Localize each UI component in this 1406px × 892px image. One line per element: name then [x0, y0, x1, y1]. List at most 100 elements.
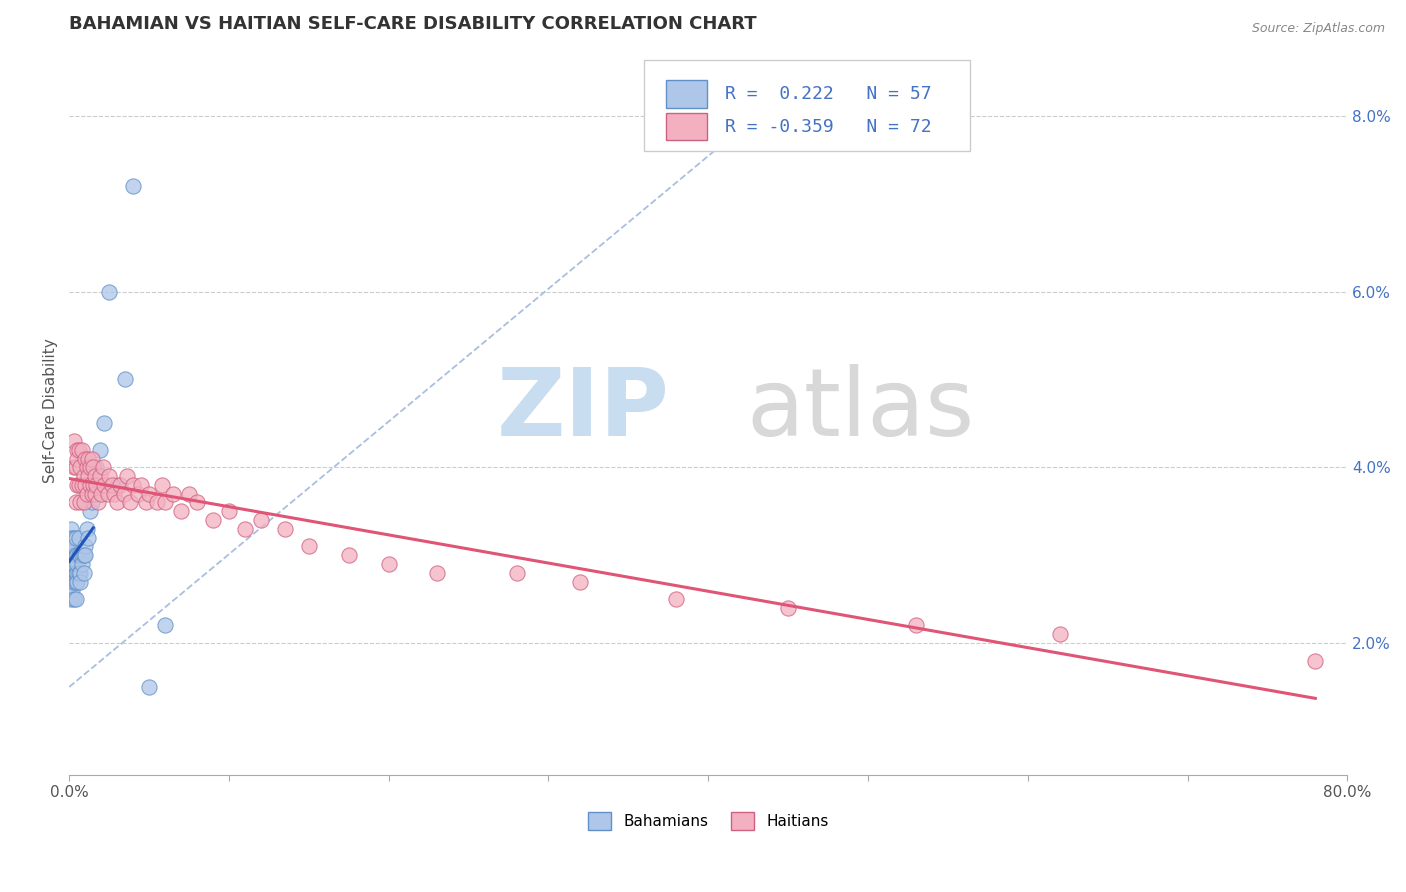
Point — [80, 486, 103, 500]
Point — [778, 600, 800, 615]
Point — [153, 618, 176, 632]
Point — [138, 486, 160, 500]
Point — [66, 442, 89, 457]
Point — [114, 372, 136, 386]
Point — [90, 486, 112, 500]
Point — [63, 434, 86, 448]
Point — [75, 540, 97, 554]
Point — [59, 557, 82, 571]
Point — [69, 460, 91, 475]
Point — [65, 566, 87, 580]
Point — [70, 548, 93, 562]
Point — [138, 680, 160, 694]
Point — [63, 460, 86, 475]
Legend: Bahamians, Haitians: Bahamians, Haitians — [582, 805, 835, 837]
Point — [103, 486, 125, 500]
Point — [76, 522, 98, 536]
Point — [65, 592, 87, 607]
Point — [82, 478, 104, 492]
Point — [77, 531, 100, 545]
Point — [75, 451, 97, 466]
Point — [62, 566, 84, 580]
Text: ZIP: ZIP — [498, 364, 669, 456]
Point — [1049, 627, 1071, 641]
Point — [233, 522, 256, 536]
Point — [62, 574, 84, 589]
Point — [218, 504, 240, 518]
Point — [177, 486, 200, 500]
Point — [77, 451, 100, 466]
Point — [63, 531, 86, 545]
Point — [110, 478, 132, 492]
Point — [146, 495, 169, 509]
Point — [337, 548, 360, 562]
Point — [66, 451, 89, 466]
Point — [98, 469, 121, 483]
Point — [67, 531, 90, 545]
Point — [93, 417, 115, 431]
Point — [72, 495, 94, 509]
Point — [67, 478, 90, 492]
Point — [79, 504, 101, 518]
Point — [59, 522, 82, 536]
Point — [89, 469, 111, 483]
Point — [72, 548, 94, 562]
Point — [65, 531, 87, 545]
Point — [65, 460, 87, 475]
Point — [70, 478, 93, 492]
Point — [66, 574, 89, 589]
Point — [80, 451, 103, 466]
Point — [75, 548, 97, 562]
Point — [77, 469, 100, 483]
Point — [186, 495, 208, 509]
Point — [63, 548, 86, 562]
Point — [59, 574, 82, 589]
Point — [298, 540, 321, 554]
Point — [63, 557, 86, 571]
Point — [569, 574, 592, 589]
Point — [79, 478, 101, 492]
Point — [59, 566, 82, 580]
Point — [62, 531, 84, 545]
Point — [70, 557, 93, 571]
Point — [105, 478, 128, 492]
Point — [89, 442, 111, 457]
Point — [505, 566, 527, 580]
Text: Source: ZipAtlas.com: Source: ZipAtlas.com — [1251, 22, 1385, 36]
Point — [70, 442, 93, 457]
Point — [127, 486, 149, 500]
Point — [65, 548, 87, 562]
FancyBboxPatch shape — [644, 61, 970, 152]
Point — [62, 540, 84, 554]
Point — [426, 566, 449, 580]
Point — [118, 495, 141, 509]
Point — [93, 478, 115, 492]
Point — [101, 478, 124, 492]
Point — [59, 548, 82, 562]
Point — [274, 522, 297, 536]
Point — [72, 469, 94, 483]
Point — [97, 486, 120, 500]
Point — [63, 566, 86, 580]
Point — [665, 592, 688, 607]
Point — [65, 495, 87, 509]
Point — [135, 495, 157, 509]
Point — [69, 495, 91, 509]
Point — [112, 486, 135, 500]
Point — [122, 179, 145, 194]
Point — [59, 531, 82, 545]
Point — [87, 495, 110, 509]
Point — [83, 486, 105, 500]
Point — [202, 513, 225, 527]
Y-axis label: Self-Care Disability: Self-Care Disability — [44, 338, 58, 483]
Point — [75, 478, 97, 492]
Point — [98, 285, 121, 299]
Point — [91, 460, 114, 475]
Text: BAHAMIAN VS HAITIAN SELF-CARE DISABILITY CORRELATION CHART: BAHAMIAN VS HAITIAN SELF-CARE DISABILITY… — [69, 15, 756, 33]
Point — [67, 442, 90, 457]
Point — [86, 478, 108, 492]
Point — [122, 478, 145, 492]
Text: atlas: atlas — [747, 364, 974, 456]
Point — [63, 592, 86, 607]
Text: R =  0.222   N = 57: R = 0.222 N = 57 — [725, 85, 932, 103]
